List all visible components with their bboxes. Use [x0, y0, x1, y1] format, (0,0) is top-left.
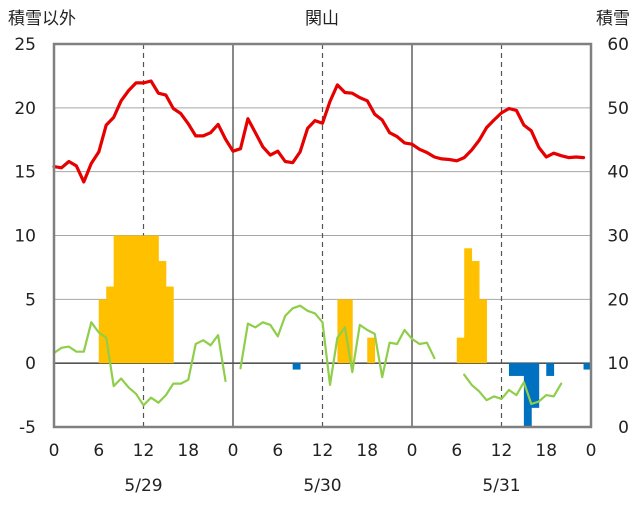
snow_change-bar	[546, 363, 555, 376]
x-tick-label: 0	[407, 441, 418, 461]
x-tick-label: 6	[451, 441, 462, 461]
precipitation-bar	[158, 261, 167, 364]
x-tick-label: 0	[49, 441, 60, 461]
snow_change-bar	[292, 363, 301, 370]
y-right-tick-label: 30	[607, 227, 629, 247]
x-date-label: 5/29	[124, 476, 162, 496]
precipitation-bar	[113, 235, 122, 364]
precipitation-bar	[106, 286, 115, 364]
snow_depth-line	[463, 373, 563, 406]
x-tick-label: 0	[228, 441, 239, 461]
snow_change-bar	[531, 363, 540, 408]
snow_change-bar	[516, 363, 525, 376]
precipitation-bar	[165, 286, 174, 364]
x-date-label: 5/31	[482, 476, 520, 496]
x-tick-label: 6	[272, 441, 283, 461]
precipitation-bar	[98, 299, 107, 364]
precipitation-bar	[121, 235, 129, 364]
precipitation-bar	[464, 248, 473, 364]
left-axis-label: 積雪以外	[8, 9, 76, 29]
precipitation-bar	[128, 235, 137, 364]
y-right-tick-label: 20	[607, 290, 629, 310]
x-tick-label: 6	[93, 441, 104, 461]
precipitation-bar	[471, 261, 480, 364]
right-axis-label: 積雪	[596, 9, 630, 29]
y-left-tick-label: 25	[14, 35, 36, 55]
precipitation-bar	[367, 337, 376, 364]
y-left-tick-label: 10	[14, 227, 36, 247]
precipitation-bar	[344, 299, 353, 364]
plot-frame	[52, 42, 593, 429]
y-left-tick-label: 20	[14, 99, 36, 119]
snow_change-bar	[508, 363, 517, 376]
y-right-tick-label: 40	[607, 163, 629, 183]
precipitation-bar	[136, 235, 144, 364]
x-tick-label: 12	[491, 441, 513, 461]
x-tick-label: 12	[312, 441, 334, 461]
y-left-tick-label: 15	[14, 163, 36, 183]
x-tick-label: 18	[177, 441, 199, 461]
y-right-tick-label: 60	[607, 35, 629, 55]
y-right-tick-label: 0	[618, 418, 629, 438]
snow_depth-line	[239, 304, 436, 386]
y-right-tick-label: 50	[607, 99, 629, 119]
precipitation-bar	[479, 299, 487, 364]
chart-title: 関山	[305, 9, 339, 29]
x-tick-label: 0	[586, 441, 597, 461]
x-tick-label: 18	[356, 441, 378, 461]
x-tick-label: 12	[133, 441, 155, 461]
precipitation-bar	[150, 235, 159, 364]
lines-layer	[52, 79, 586, 407]
y-left-tick-label: 5	[25, 290, 36, 310]
y-right-tick-label: 10	[607, 354, 629, 374]
x-date-label: 5/30	[303, 476, 341, 496]
temperature-line	[52, 79, 586, 184]
snow_depth-line	[52, 321, 227, 407]
x-tick-label: 18	[535, 441, 557, 461]
precipitation-bar	[456, 337, 465, 364]
y-left-tick-label: -5	[19, 418, 36, 438]
y-left-tick-label: 0	[25, 354, 36, 374]
precipitation-bar	[143, 235, 152, 364]
snow_change-bar	[583, 363, 592, 370]
